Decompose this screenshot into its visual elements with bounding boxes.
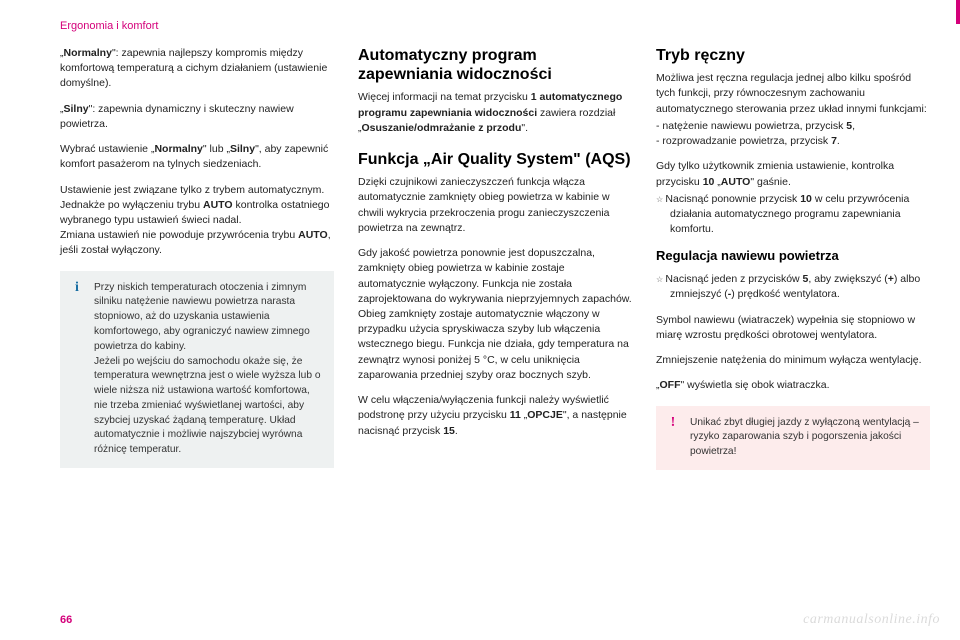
dash-list: natężenie nawiewu powietrza, przycisk 5,… bbox=[656, 119, 930, 149]
text: Nacisnąć ponownie przycisk bbox=[665, 193, 800, 205]
para: Gdy jakość powietrza ponownie jest dopus… bbox=[358, 246, 632, 383]
para: Symbol nawiewu (wiatraczek) wypełnia się… bbox=[656, 313, 930, 343]
text: ) prędkość wentylatora. bbox=[731, 288, 840, 300]
heading: Automatyczny program zapewniania widoczn… bbox=[358, 46, 632, 84]
page-number: 66 bbox=[60, 614, 72, 626]
para: Więcej informacji na temat przycisku 1 a… bbox=[358, 90, 632, 136]
column-1: „Normalny": zapewnia najlepszy kompromis… bbox=[60, 46, 334, 470]
section-header: Ergonomia i komfort bbox=[60, 20, 930, 32]
bold: Normalny bbox=[64, 47, 112, 59]
para: Zmiana ustawień nie powoduje przywróceni… bbox=[60, 228, 334, 258]
bold: OFF bbox=[660, 379, 681, 391]
text: . bbox=[837, 135, 840, 147]
bold: Normalny bbox=[154, 143, 202, 155]
point-list: Nacisnąć jeden z przycisków 5, aby zwięk… bbox=[656, 272, 930, 302]
text: ": zapewnia dynamiczny i skuteczny nawie… bbox=[60, 103, 294, 130]
info-text: Przy niskich temperaturach otoczenia i z… bbox=[94, 282, 321, 456]
para: Możliwa jest ręczna regulacja jednej alb… bbox=[656, 71, 930, 117]
heading: Tryb ręczny bbox=[656, 46, 930, 65]
bold: 15 bbox=[443, 425, 455, 437]
text: rozprowadzanie powietrza, przycisk bbox=[662, 135, 831, 147]
para: Zmniejszenie natężenia do minimum wyłącz… bbox=[656, 353, 930, 368]
text: Nacisnąć jeden z przycisków bbox=[665, 273, 802, 285]
list-item: rozprowadzanie powietrza, przycisk 7. bbox=[656, 134, 930, 149]
para: „Normalny": zapewnia najlepszy kompromis… bbox=[60, 46, 334, 92]
column-3: Tryb ręczny Możliwa jest ręczna regulacj… bbox=[656, 46, 930, 470]
subheading: Regulacja nawiewu powietrza bbox=[656, 247, 930, 266]
warning-text: Unikać zbyt długiej jazdy z wyłączoną we… bbox=[690, 417, 919, 458]
text: " wyświetla się obok wiatraczka. bbox=[681, 379, 830, 391]
info-icon: i bbox=[68, 279, 86, 297]
para: „Silny": zapewnia dynamiczny i skuteczny… bbox=[60, 102, 334, 132]
bold: 10 bbox=[800, 193, 812, 205]
para: Ustawienie jest związane tylko z trybem … bbox=[60, 183, 334, 229]
para: „OFF" wyświetla się obok wiatraczka. bbox=[656, 378, 930, 393]
text: " lub „ bbox=[203, 143, 230, 155]
accent-bar bbox=[956, 0, 960, 24]
bold: Silny bbox=[230, 143, 255, 155]
text: " gaśnie. bbox=[750, 176, 791, 188]
text: natężenie nawiewu powietrza, przycisk bbox=[662, 120, 846, 132]
list-item: natężenie nawiewu powietrza, przycisk 5, bbox=[656, 119, 930, 134]
text: , aby zwiększyć ( bbox=[808, 273, 887, 285]
watermark: carmanualsonline.info bbox=[803, 612, 940, 628]
columns: „Normalny": zapewnia najlepszy kompromis… bbox=[60, 46, 930, 470]
text: Wybrać ustawienie „ bbox=[60, 143, 154, 155]
point-list: Nacisnąć ponownie przycisk 10 w celu prz… bbox=[656, 192, 930, 238]
info-box: i Przy niskich temperaturach otoczenia i… bbox=[60, 271, 334, 468]
text: , bbox=[852, 120, 855, 132]
text: Więcej informacji na temat przycisku bbox=[358, 91, 531, 103]
heading: Funkcja „Air Quality System" (AQS) bbox=[358, 150, 632, 169]
text: Zmiana ustawień nie powoduje przywróceni… bbox=[60, 229, 298, 241]
bold: OPCJE bbox=[527, 409, 563, 421]
page: Ergonomia i komfort „Normalny": zapewnia… bbox=[0, 0, 960, 640]
list-item: Nacisnąć ponownie przycisk 10 w celu prz… bbox=[656, 192, 930, 238]
warning-icon: ! bbox=[664, 414, 682, 432]
bold: Silny bbox=[64, 103, 89, 115]
bold: 10 bbox=[703, 176, 715, 188]
para: Gdy tylko użytkownik zmienia ustawienie,… bbox=[656, 159, 930, 189]
bold: Osuszanie/odmrażanie z przodu bbox=[362, 122, 522, 134]
list-item: Nacisnąć jeden z przycisków 5, aby zwięk… bbox=[656, 272, 930, 302]
bold: 11 bbox=[510, 409, 521, 421]
para: Wybrać ustawienie „Normalny" lub „Silny"… bbox=[60, 142, 334, 172]
text: . bbox=[455, 425, 458, 437]
text: ". bbox=[521, 122, 528, 134]
para: W celu włączenia/wyłączenia funkcji nale… bbox=[358, 393, 632, 439]
bold: AUTO bbox=[298, 229, 328, 241]
column-2: Automatyczny program zapewniania widoczn… bbox=[358, 46, 632, 470]
bold: AUTO bbox=[721, 176, 751, 188]
para: Dzięki czujnikowi zanieczyszczeń funkcja… bbox=[358, 175, 632, 236]
bold: AUTO bbox=[203, 199, 233, 211]
warning-box: ! Unikać zbyt długiej jazdy z wyłączoną … bbox=[656, 406, 930, 470]
